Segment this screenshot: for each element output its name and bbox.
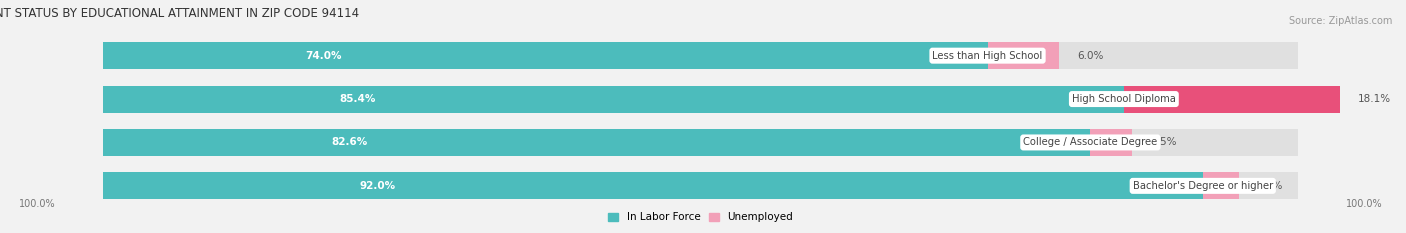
Text: 100.0%: 100.0% <box>1346 199 1382 209</box>
Bar <box>103 172 1202 199</box>
Text: 82.6%: 82.6% <box>332 137 368 147</box>
Bar <box>1123 86 1340 113</box>
Text: Less than High School: Less than High School <box>932 51 1043 61</box>
Text: EMPLOYMENT STATUS BY EDUCATIONAL ATTAINMENT IN ZIP CODE 94114: EMPLOYMENT STATUS BY EDUCATIONAL ATTAINM… <box>0 7 359 20</box>
Text: 85.4%: 85.4% <box>340 94 377 104</box>
Text: 6.0%: 6.0% <box>1077 51 1104 61</box>
Bar <box>987 42 1059 69</box>
Text: 74.0%: 74.0% <box>305 51 342 61</box>
Text: 3.5%: 3.5% <box>1150 137 1177 147</box>
Bar <box>103 86 1299 113</box>
Bar <box>103 86 1123 113</box>
Bar <box>103 172 1299 199</box>
Text: 3.0%: 3.0% <box>1257 181 1282 191</box>
Text: Bachelor's Degree or higher: Bachelor's Degree or higher <box>1133 181 1272 191</box>
Bar <box>1091 129 1132 156</box>
Bar <box>103 129 1091 156</box>
Bar <box>1202 172 1239 199</box>
Text: 100.0%: 100.0% <box>18 199 55 209</box>
Bar <box>103 42 1299 69</box>
Text: 18.1%: 18.1% <box>1358 94 1392 104</box>
Text: High School Diploma: High School Diploma <box>1071 94 1175 104</box>
Bar <box>103 42 987 69</box>
Text: College / Associate Degree: College / Associate Degree <box>1024 137 1157 147</box>
Bar <box>103 129 1299 156</box>
Text: Source: ZipAtlas.com: Source: ZipAtlas.com <box>1288 16 1392 26</box>
Text: 92.0%: 92.0% <box>360 181 395 191</box>
Legend: In Labor Force, Unemployed: In Labor Force, Unemployed <box>603 208 797 227</box>
